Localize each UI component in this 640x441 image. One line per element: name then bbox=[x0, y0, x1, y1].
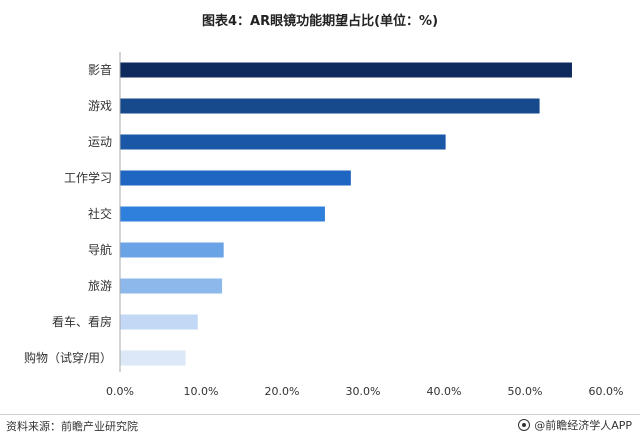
bar-4 bbox=[120, 206, 325, 222]
bar-2 bbox=[120, 134, 446, 150]
chart-title: 图表4：AR眼镜功能期望占比(单位：%) bbox=[201, 14, 439, 29]
bar-5 bbox=[120, 242, 224, 258]
footer-divider bbox=[0, 414, 640, 415]
brand-text: @前瞻经济学人APP bbox=[534, 419, 632, 432]
bar-8 bbox=[120, 350, 186, 366]
x-tick-label-4: 40.0% bbox=[427, 385, 462, 398]
category-label-1: 游戏 bbox=[88, 99, 112, 113]
x-tick-label-1: 10.0% bbox=[184, 385, 219, 398]
x-tick-label-0: 0.0% bbox=[106, 385, 134, 398]
brand-credit: @前瞻经济学人APP bbox=[518, 417, 632, 433]
category-label-5: 导航 bbox=[88, 242, 112, 257]
source-text: 资料来源：前瞻产业研究院 bbox=[6, 420, 138, 433]
bars-group bbox=[120, 62, 572, 366]
category-label-4: 社交 bbox=[88, 206, 112, 221]
category-label-0: 影音 bbox=[88, 62, 112, 77]
x-tick-label-5: 50.0% bbox=[508, 385, 543, 398]
bar-1 bbox=[120, 98, 540, 114]
x-tick-label-3: 30.0% bbox=[346, 385, 381, 398]
bar-6 bbox=[120, 278, 223, 294]
category-label-6: 旅游 bbox=[88, 279, 112, 293]
category-label-8: 购物（试穿/用） bbox=[24, 350, 112, 365]
x-tick-label-2: 20.0% bbox=[265, 385, 300, 398]
category-label-3: 工作学习 bbox=[64, 170, 112, 185]
bar-0 bbox=[120, 62, 572, 78]
category-label-2: 运动 bbox=[88, 135, 112, 149]
x-tick-label-6: 60.0% bbox=[589, 385, 624, 398]
x-tick-labels: 0.0% 10.0% 20.0% 30.0% 40.0% 50.0% 60.0% bbox=[106, 385, 623, 398]
category-label-7: 看车、看房 bbox=[52, 314, 112, 329]
bar-3 bbox=[120, 170, 351, 186]
brand-logo-icon bbox=[518, 419, 531, 431]
bar-7 bbox=[120, 314, 198, 330]
